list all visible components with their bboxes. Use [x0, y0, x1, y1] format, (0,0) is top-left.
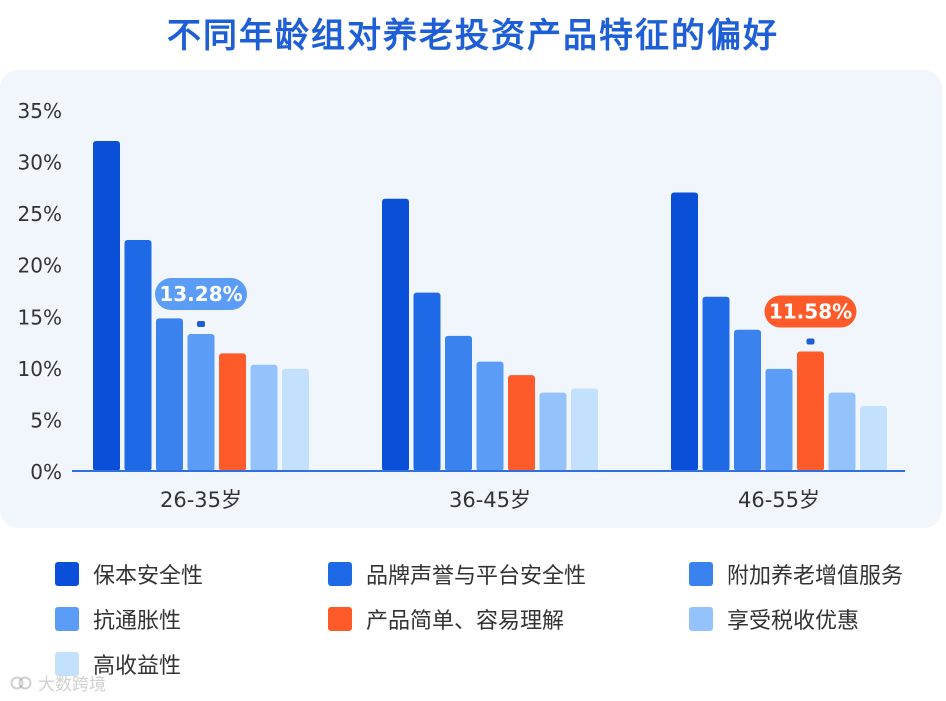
bar-chart: 0% 5% 10% 15% 20% 25% 30% 35% 26-35岁 36-45岁 46-55岁…	[18, 99, 905, 512]
bar	[797, 351, 824, 471]
y-tick-label: 0%	[30, 460, 62, 484]
watermark-logo-icon	[10, 676, 32, 689]
watermark-text: 大数跨境	[38, 675, 106, 695]
legend-item: 享受税收优惠	[689, 603, 859, 635]
bar	[571, 388, 598, 471]
legend-label: 产品简单、容易理解	[366, 609, 565, 634]
legend-label: 附加养老增值服务	[727, 564, 904, 589]
legend-label: 享受税收优惠	[727, 609, 860, 634]
legend-swatch	[55, 652, 79, 676]
watermark: 大数跨境	[10, 670, 106, 695]
legend-swatch	[55, 607, 79, 631]
bar	[765, 368, 793, 471]
y-tick-label: 20%	[18, 254, 62, 278]
legend-label: 高收益性	[93, 654, 182, 679]
legend-swatch	[55, 562, 79, 586]
bar	[413, 292, 441, 471]
y-tick-label: 5%	[30, 408, 62, 432]
legend-item: 抗通胀性	[55, 603, 181, 635]
legend-label: 品牌声誉与平台安全性	[366, 564, 587, 589]
annotation-bubble	[155, 278, 247, 311]
bar	[219, 353, 246, 471]
annotation-pointer	[806, 338, 815, 345]
legend-swatch	[328, 607, 352, 631]
bar	[382, 198, 409, 471]
bar	[508, 375, 535, 471]
legend-item: 保本安全性	[55, 558, 203, 590]
legend-item: 产品简单、容易理解	[328, 603, 564, 635]
x-tick-label: 46-55岁	[738, 488, 820, 512]
x-tick-label: 26-35岁	[160, 488, 242, 512]
legend-item: 高收益性	[55, 648, 181, 680]
y-tick-label: 10%	[18, 357, 62, 381]
bar	[734, 329, 761, 471]
annotation-label: 11.58%	[769, 300, 852, 324]
legend: 保本安全性 品牌声誉与平台安全性 附加养老增值服务抗通胀性 产品简单、容易理解 享受税收…	[55, 552, 935, 682]
bar	[445, 335, 472, 471]
annotation-label: 13.28%	[159, 282, 242, 306]
bar	[539, 392, 567, 471]
chart-title: 不同年龄组对养老投资产品特征的偏好	[167, 16, 779, 56]
bar	[187, 334, 215, 471]
legend-swatch	[689, 562, 713, 586]
annotation-pointer	[197, 321, 205, 328]
legend-label: 抗通胀性	[93, 609, 182, 634]
legend-item: 附加养老增值服务	[689, 558, 903, 590]
bar	[476, 361, 504, 471]
bar	[860, 406, 887, 471]
bar	[93, 140, 120, 471]
y-tick-label: 15%	[18, 305, 62, 329]
y-tick-label: 35%	[18, 99, 62, 123]
bar	[671, 192, 698, 471]
y-tick-label: 25%	[18, 202, 62, 226]
bar	[702, 296, 730, 471]
bar	[250, 364, 278, 471]
bar	[124, 239, 152, 471]
legend-label: 保本安全性	[93, 564, 204, 589]
y-tick-label: 30%	[18, 151, 62, 175]
legend-swatch	[689, 607, 713, 631]
legend-item: 品牌声誉与平台安全性	[328, 558, 586, 590]
annotation-bubble	[764, 295, 857, 328]
x-tick-label: 36-45岁	[449, 488, 531, 512]
bar	[156, 318, 183, 471]
bar	[282, 368, 309, 471]
bar	[828, 392, 856, 471]
legend-swatch	[328, 562, 352, 586]
